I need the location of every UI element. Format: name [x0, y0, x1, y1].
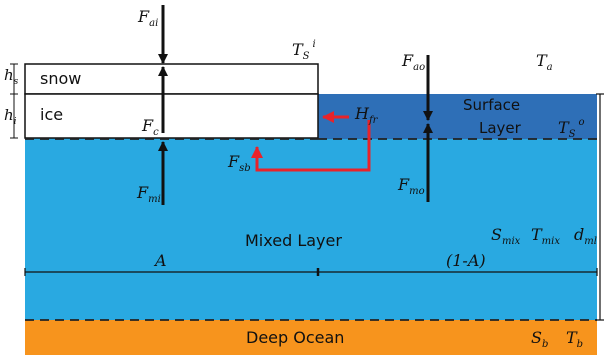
deep-ocean-region — [25, 320, 597, 355]
label-t-mix: Tmix — [531, 225, 560, 247]
deep-ocean-label: Deep Ocean — [246, 328, 344, 347]
label-s-mix: Smix — [491, 225, 521, 247]
ice-box — [24, 93, 319, 139]
surface-layer-region — [318, 94, 597, 139]
mixed-layer-label: Mixed Layer — [245, 231, 342, 250]
mixed-layer-region — [25, 138, 597, 321]
label-h-s: hs — [4, 66, 19, 87]
label-t-s-ice: TSi — [292, 39, 316, 62]
label-f-ai: Fai — [137, 7, 158, 29]
label-f-mo: Fmo — [397, 175, 425, 197]
label-t-a: Ta — [536, 51, 553, 73]
surface-layer-label-1: Surface — [463, 96, 520, 114]
label-f-c: Fc — [141, 116, 159, 138]
ice-label: ice — [40, 105, 63, 124]
snow-label: snow — [40, 69, 81, 88]
label-t-s-ocean: TSo — [558, 117, 585, 140]
label-h-fr: Hfr — [354, 104, 379, 126]
open-water-fraction-label: (1-A) — [446, 251, 486, 270]
label-d-ml: dml — [574, 225, 597, 247]
ice-fraction-label: A — [153, 251, 167, 270]
label-f-ao: Fao — [401, 51, 425, 73]
label-f-sb: Fsb — [227, 152, 251, 174]
label-f-mi: Fmi — [136, 183, 161, 205]
label-s-b: Sb — [531, 328, 548, 350]
label-h-i: hi — [4, 106, 17, 127]
frazil-heat-path — [251, 120, 371, 172]
surface-layer-label-2: Layer — [479, 119, 522, 137]
label-t-b: Tb — [566, 328, 583, 350]
